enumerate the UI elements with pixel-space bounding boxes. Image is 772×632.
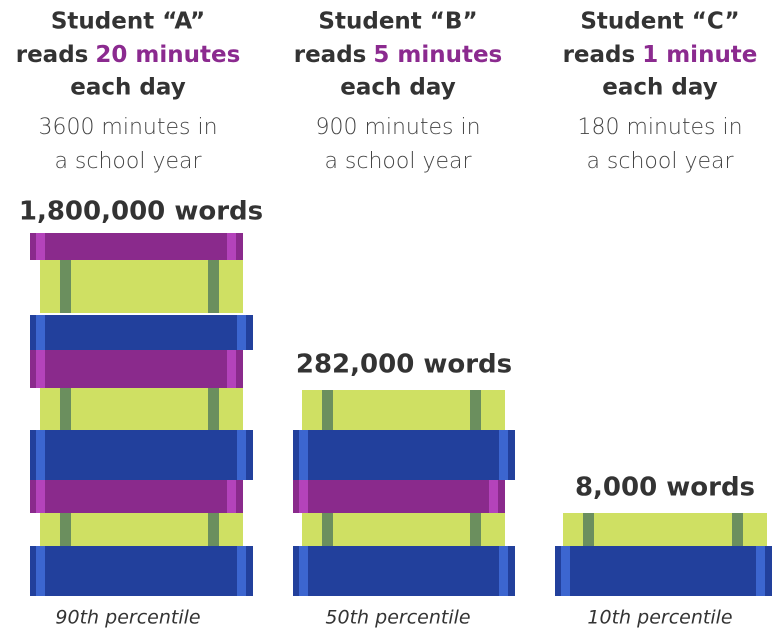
- percentile: 10th percentile: [587, 607, 732, 629]
- book: [30, 430, 253, 480]
- book-band: [470, 513, 481, 546]
- student-name: Student “C”: [580, 9, 739, 35]
- book-band: [237, 315, 246, 350]
- book-band: [299, 546, 308, 596]
- book-band: [237, 546, 246, 596]
- book-band: [322, 513, 333, 546]
- words-count: 8,000 words: [575, 473, 755, 503]
- book: [293, 546, 515, 596]
- each-day: each day: [340, 75, 455, 101]
- minutes-per-year: 3600 minutes in: [38, 115, 217, 140]
- book-band: [470, 390, 481, 430]
- book-band: [732, 513, 743, 546]
- infographic: Student “A”reads20 minuteseach day3600 m…: [0, 0, 772, 632]
- book-band: [36, 315, 45, 350]
- each-day: each day: [602, 75, 717, 101]
- percentile: 90th percentile: [55, 607, 200, 629]
- reading-amount: 20 minutes: [95, 42, 240, 68]
- book-band: [499, 546, 508, 596]
- book: [30, 480, 243, 513]
- school-year: a school year: [324, 149, 472, 174]
- student-name: Student “A”: [51, 9, 205, 35]
- book-band: [489, 480, 498, 513]
- book-band: [227, 480, 236, 513]
- book-band: [36, 233, 45, 260]
- book-band: [60, 260, 71, 313]
- book: [30, 350, 243, 388]
- book-band: [561, 546, 570, 596]
- percentile: 50th percentile: [325, 607, 470, 629]
- book-band: [36, 430, 45, 480]
- school-year: a school year: [586, 149, 734, 174]
- book-band: [756, 546, 765, 596]
- book-band: [237, 430, 246, 480]
- book-band: [208, 388, 219, 430]
- reads: reads: [294, 42, 367, 68]
- book-band: [227, 233, 236, 260]
- book-band: [299, 430, 308, 480]
- book-stacks: [30, 233, 772, 596]
- words-count: 1,800,000 words: [19, 197, 263, 227]
- book-band: [60, 513, 71, 546]
- book-band: [36, 480, 45, 513]
- minutes-per-year: 180 minutes in: [577, 115, 742, 140]
- reads: reads: [563, 42, 636, 68]
- student-name: Student “B”: [318, 9, 477, 35]
- minutes-per-year: 900 minutes in: [315, 115, 480, 140]
- each-day: each day: [70, 75, 185, 101]
- book: [30, 315, 253, 350]
- book-band: [499, 430, 508, 480]
- book-band: [299, 480, 308, 513]
- book-band: [227, 350, 236, 388]
- book-band: [36, 546, 45, 596]
- reading-amount: 1 minute: [642, 42, 757, 68]
- book-band: [583, 513, 594, 546]
- reading-amount: 5 minutes: [373, 42, 502, 68]
- book-band: [208, 513, 219, 546]
- book: [555, 546, 772, 596]
- reads: reads: [16, 42, 89, 68]
- book-band: [60, 388, 71, 430]
- school-year: a school year: [54, 149, 202, 174]
- book-band: [208, 260, 219, 313]
- book: [293, 430, 515, 480]
- book-band: [322, 390, 333, 430]
- words-count: 282,000 words: [296, 350, 512, 380]
- book-band: [36, 350, 45, 388]
- book: [30, 233, 243, 260]
- book: [293, 480, 505, 513]
- book: [30, 546, 253, 596]
